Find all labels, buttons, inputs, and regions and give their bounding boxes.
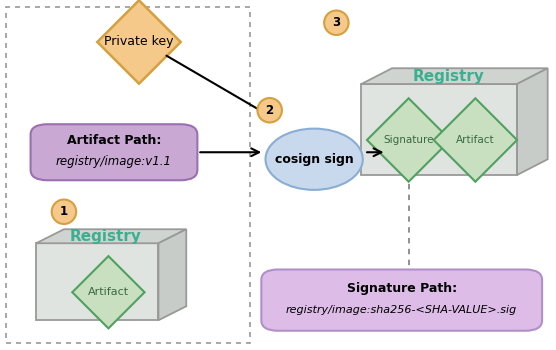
Polygon shape (158, 229, 186, 320)
Polygon shape (36, 229, 186, 243)
Polygon shape (72, 256, 145, 328)
Text: Registry: Registry (413, 69, 484, 84)
Text: Private key: Private key (105, 35, 173, 49)
Polygon shape (97, 0, 181, 84)
Polygon shape (361, 68, 548, 84)
Text: registry/image:sha256-<SHA-VALUE>.sig: registry/image:sha256-<SHA-VALUE>.sig (286, 305, 517, 315)
Text: 3: 3 (332, 16, 340, 29)
Polygon shape (36, 243, 158, 320)
Ellipse shape (52, 199, 76, 224)
Text: Artifact: Artifact (88, 287, 129, 297)
Text: Signature: Signature (384, 135, 434, 145)
Text: Registry: Registry (70, 229, 142, 244)
Polygon shape (367, 98, 450, 182)
Text: cosign sign: cosign sign (275, 153, 354, 166)
Ellipse shape (266, 129, 363, 190)
Text: Signature Path:: Signature Path: (346, 282, 457, 295)
FancyBboxPatch shape (261, 270, 542, 331)
Polygon shape (517, 68, 548, 175)
Text: 2: 2 (266, 104, 274, 117)
Polygon shape (361, 84, 517, 175)
Text: registry/image:v1.1: registry/image:v1.1 (56, 154, 172, 168)
Text: 1: 1 (60, 205, 68, 218)
FancyBboxPatch shape (31, 124, 197, 180)
Text: Artifact Path:: Artifact Path: (67, 134, 161, 147)
Ellipse shape (257, 98, 282, 122)
Text: Artifact: Artifact (456, 135, 495, 145)
Polygon shape (434, 98, 517, 182)
Ellipse shape (324, 10, 349, 35)
Bar (6, 7, 250, 343)
